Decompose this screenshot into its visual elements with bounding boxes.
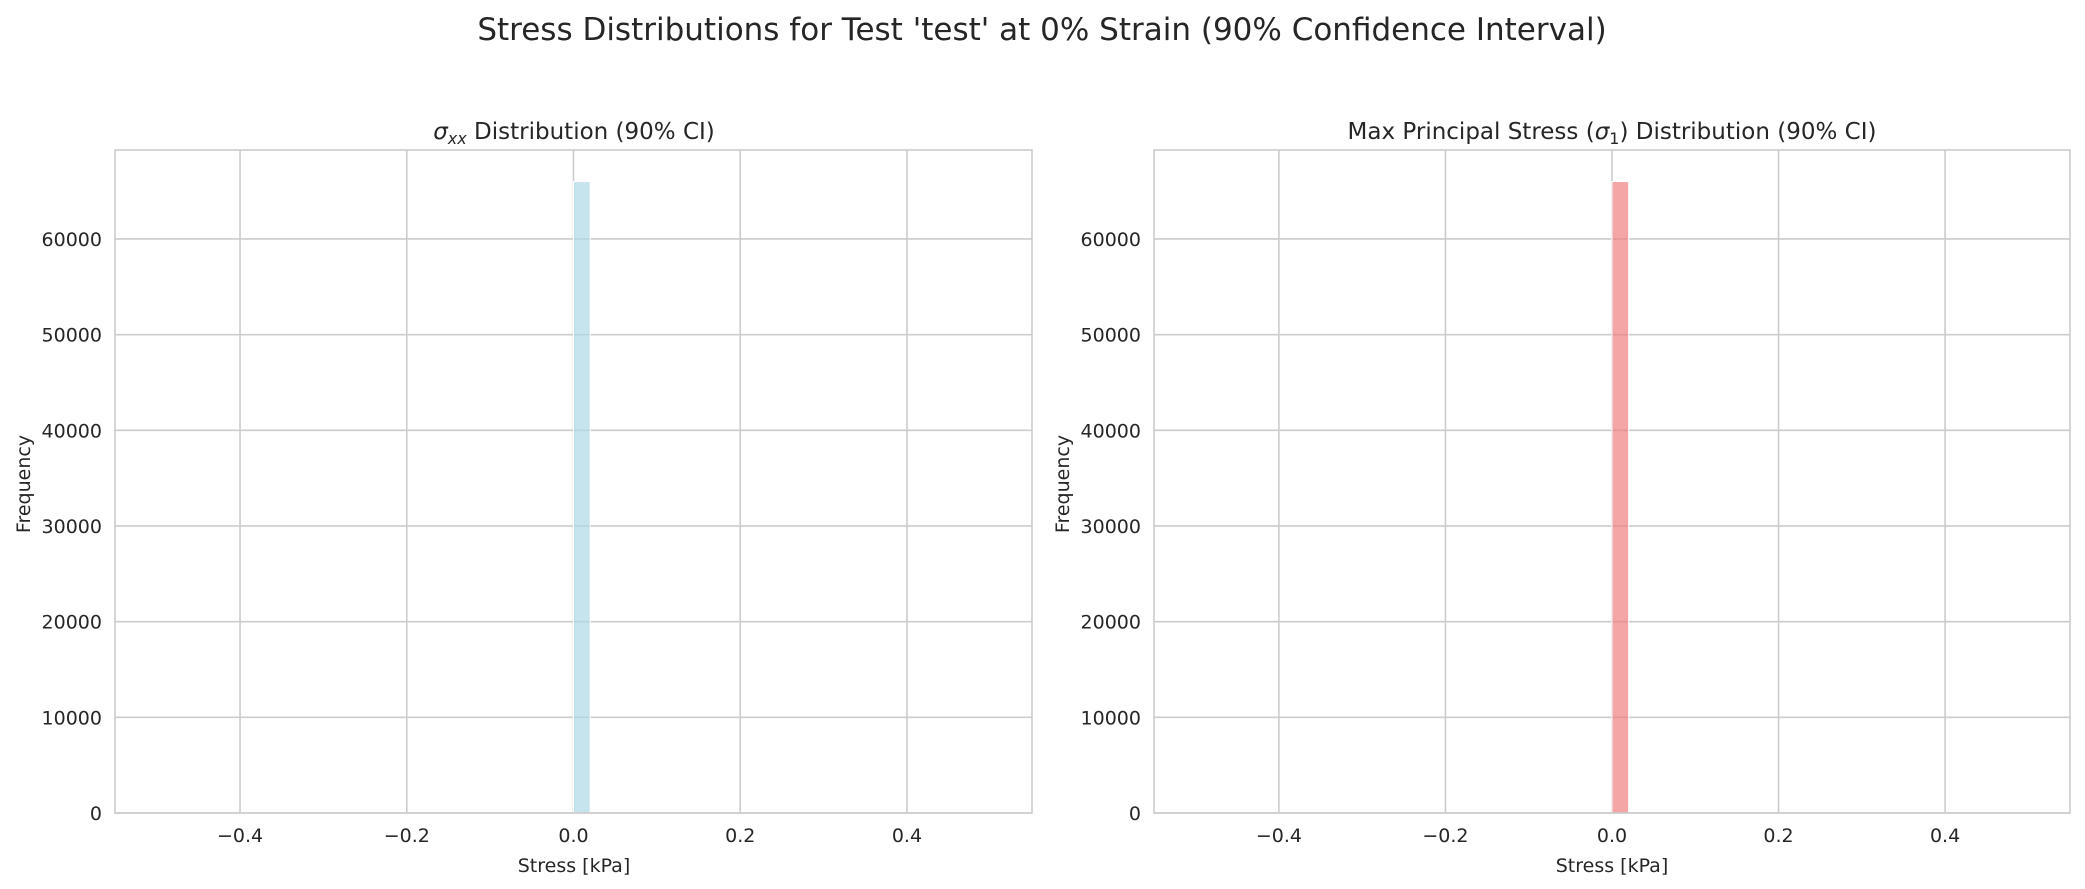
x-tick-label: −0.4 <box>217 825 263 847</box>
panel-title: σxx Distribution (90% CI) <box>433 119 715 148</box>
bars <box>1611 181 1630 814</box>
title-rest: ) Distribution (90% CI) <box>1619 119 1876 145</box>
y-tick-label: 20000 <box>42 612 102 634</box>
y-tick-label: 50000 <box>1081 325 1141 347</box>
y-tick-label: 20000 <box>1081 612 1141 634</box>
y-tick-label: 50000 <box>42 325 102 347</box>
x-tick-label: −0.2 <box>384 825 430 847</box>
x-tick-label: −0.2 <box>1422 825 1468 847</box>
histogram-bar <box>1611 181 1630 814</box>
y-tick-label: 40000 <box>42 420 102 442</box>
x-axis-label: Stress [kPa] <box>518 855 631 877</box>
x-tick-label: −0.4 <box>1256 825 1302 847</box>
y-tick-label: 60000 <box>42 229 102 251</box>
axes-frame <box>114 149 1033 814</box>
x-tick-label: 0.4 <box>1930 825 1960 847</box>
histogram-bar <box>573 181 591 814</box>
title-subscript: 1 <box>1609 129 1619 148</box>
x-tick-label: 0.2 <box>725 825 755 847</box>
title-rest: Distribution (90% CI) <box>467 119 715 145</box>
x-tick-label: 0.0 <box>1597 825 1627 847</box>
sigma-xx-histogram-panel: σxx Distribution (90% CI) −0.4 −0.2 0.0 0.2… <box>13 119 1033 877</box>
y-tick-label: 0 <box>1129 803 1141 825</box>
title-symbol: σ <box>433 119 449 145</box>
max-principal-stress-histogram-panel: Max Principal Stress (σ1) Distribution (… <box>1052 119 2071 877</box>
x-tick-labels: −0.4 −0.2 0.0 0.2 0.4 <box>217 825 922 847</box>
y-tick-labels: 0 10000 20000 30000 40000 50000 60000 <box>1081 229 1141 825</box>
y-tick-label: 10000 <box>42 707 102 729</box>
y-tick-label: 30000 <box>42 516 102 538</box>
y-tick-label: 30000 <box>1081 516 1141 538</box>
y-tick-label: 40000 <box>1081 420 1141 442</box>
axes-frame <box>1153 149 2071 814</box>
y-tick-label: 0 <box>90 803 102 825</box>
y-tick-label: 10000 <box>1081 707 1141 729</box>
title-subscript: xx <box>447 129 467 148</box>
x-tick-label: 0.4 <box>892 825 922 847</box>
x-tick-label: 0.2 <box>1763 825 1793 847</box>
title-prefix: Max Principal Stress ( <box>1348 119 1595 145</box>
y-tick-label: 60000 <box>1081 229 1141 251</box>
y-axis-label: Frequency <box>13 435 35 533</box>
x-tick-labels: −0.4 −0.2 0.0 0.2 0.4 <box>1256 825 1960 847</box>
y-axis-label: Frequency <box>1052 435 1074 533</box>
x-axis-label: Stress [kPa] <box>1556 855 1669 877</box>
y-tick-labels: 0 10000 20000 30000 40000 50000 60000 <box>42 229 102 825</box>
axes-spines <box>114 149 1033 814</box>
figure-title: Stress Distributions for Test 'test' at … <box>477 12 1606 48</box>
panel-title: Max Principal Stress (σ1) Distribution (… <box>1348 119 1877 148</box>
bars <box>573 181 591 814</box>
title-symbol: σ <box>1595 119 1611 145</box>
x-tick-label: 0.0 <box>558 825 588 847</box>
axes-spines <box>1153 149 2071 814</box>
